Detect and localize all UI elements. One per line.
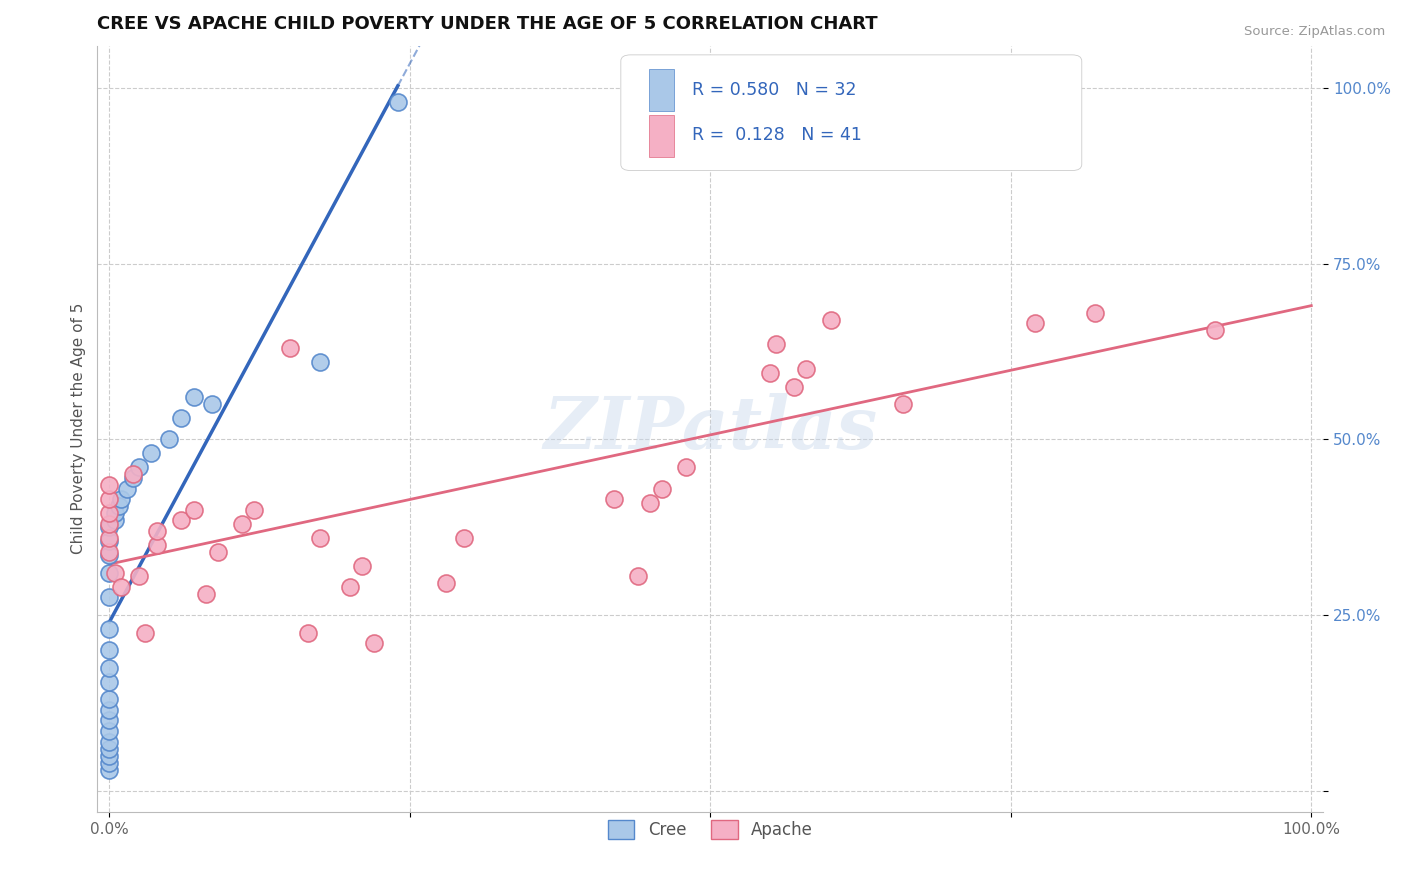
Point (759, 366, 782, 380)
Point (110, 580, 132, 594)
Point (242, 502, 264, 516)
Point (98, 622, 121, 636)
Point (110, 491, 132, 506)
Point (194, 587, 217, 601)
Bar (650, 70, 673, 112)
Point (159, 433, 181, 447)
Point (98, 531, 121, 545)
Point (453, 531, 475, 545)
Point (183, 502, 205, 516)
Point (387, 95, 409, 109)
Point (98, 534, 121, 549)
Point (1024, 316, 1046, 330)
Point (98, 566, 121, 580)
Point (1084, 306, 1107, 320)
Point (308, 355, 330, 369)
Point (783, 379, 806, 393)
Point (891, 397, 914, 411)
Point (339, 580, 361, 594)
Point (651, 482, 673, 496)
Point (104, 566, 127, 580)
Point (98, 714, 121, 728)
Point (765, 337, 787, 351)
Point (122, 467, 145, 482)
Point (603, 491, 626, 506)
Point (170, 411, 193, 425)
Point (146, 524, 169, 538)
Point (675, 460, 697, 475)
Point (108, 499, 131, 513)
Text: ZIPatlas: ZIPatlas (543, 393, 877, 464)
Point (350, 558, 373, 573)
Point (128, 460, 150, 475)
Point (98, 734, 121, 748)
Point (98, 506, 121, 520)
Point (98, 520, 121, 534)
Point (363, 636, 385, 650)
Point (278, 341, 301, 355)
Bar (650, 115, 673, 157)
Point (638, 495, 661, 509)
Point (207, 545, 229, 559)
Point (434, 576, 457, 591)
Point (200, 397, 222, 411)
Point (98, 545, 121, 559)
Point (98, 741, 121, 756)
Point (1204, 323, 1226, 337)
Point (104, 513, 127, 527)
Legend: Cree, Apache: Cree, Apache (600, 814, 820, 846)
Point (141, 446, 163, 460)
Point (122, 471, 145, 485)
Point (128, 569, 150, 583)
Point (98, 516, 121, 531)
Point (98, 748, 121, 763)
Point (98, 763, 121, 777)
Point (98, 703, 121, 717)
Point (297, 625, 319, 640)
Point (627, 569, 650, 583)
Point (146, 538, 169, 552)
Point (170, 513, 193, 527)
Text: Source: ZipAtlas.com: Source: ZipAtlas.com (1244, 25, 1385, 38)
Point (104, 506, 127, 520)
Text: R =  0.128   N = 41: R = 0.128 N = 41 (692, 127, 862, 145)
Text: R = 0.580   N = 32: R = 0.580 N = 32 (692, 81, 856, 99)
Y-axis label: Child Poverty Under the Age of 5: Child Poverty Under the Age of 5 (72, 303, 86, 555)
Point (98, 643, 121, 657)
Point (117, 482, 139, 496)
Point (98, 478, 121, 492)
Point (98, 591, 121, 605)
Point (796, 362, 818, 376)
FancyBboxPatch shape (621, 55, 1081, 170)
Point (98, 491, 121, 506)
Point (308, 531, 330, 545)
Point (98, 549, 121, 563)
Point (183, 390, 205, 404)
Point (231, 516, 253, 531)
Text: CREE VS APACHE CHILD POVERTY UNDER THE AGE OF 5 CORRELATION CHART: CREE VS APACHE CHILD POVERTY UNDER THE A… (97, 15, 877, 33)
Point (134, 625, 156, 640)
Point (820, 313, 842, 327)
Point (98, 661, 121, 675)
Point (98, 724, 121, 739)
Point (98, 674, 121, 689)
Point (98, 756, 121, 770)
Point (98, 692, 121, 706)
